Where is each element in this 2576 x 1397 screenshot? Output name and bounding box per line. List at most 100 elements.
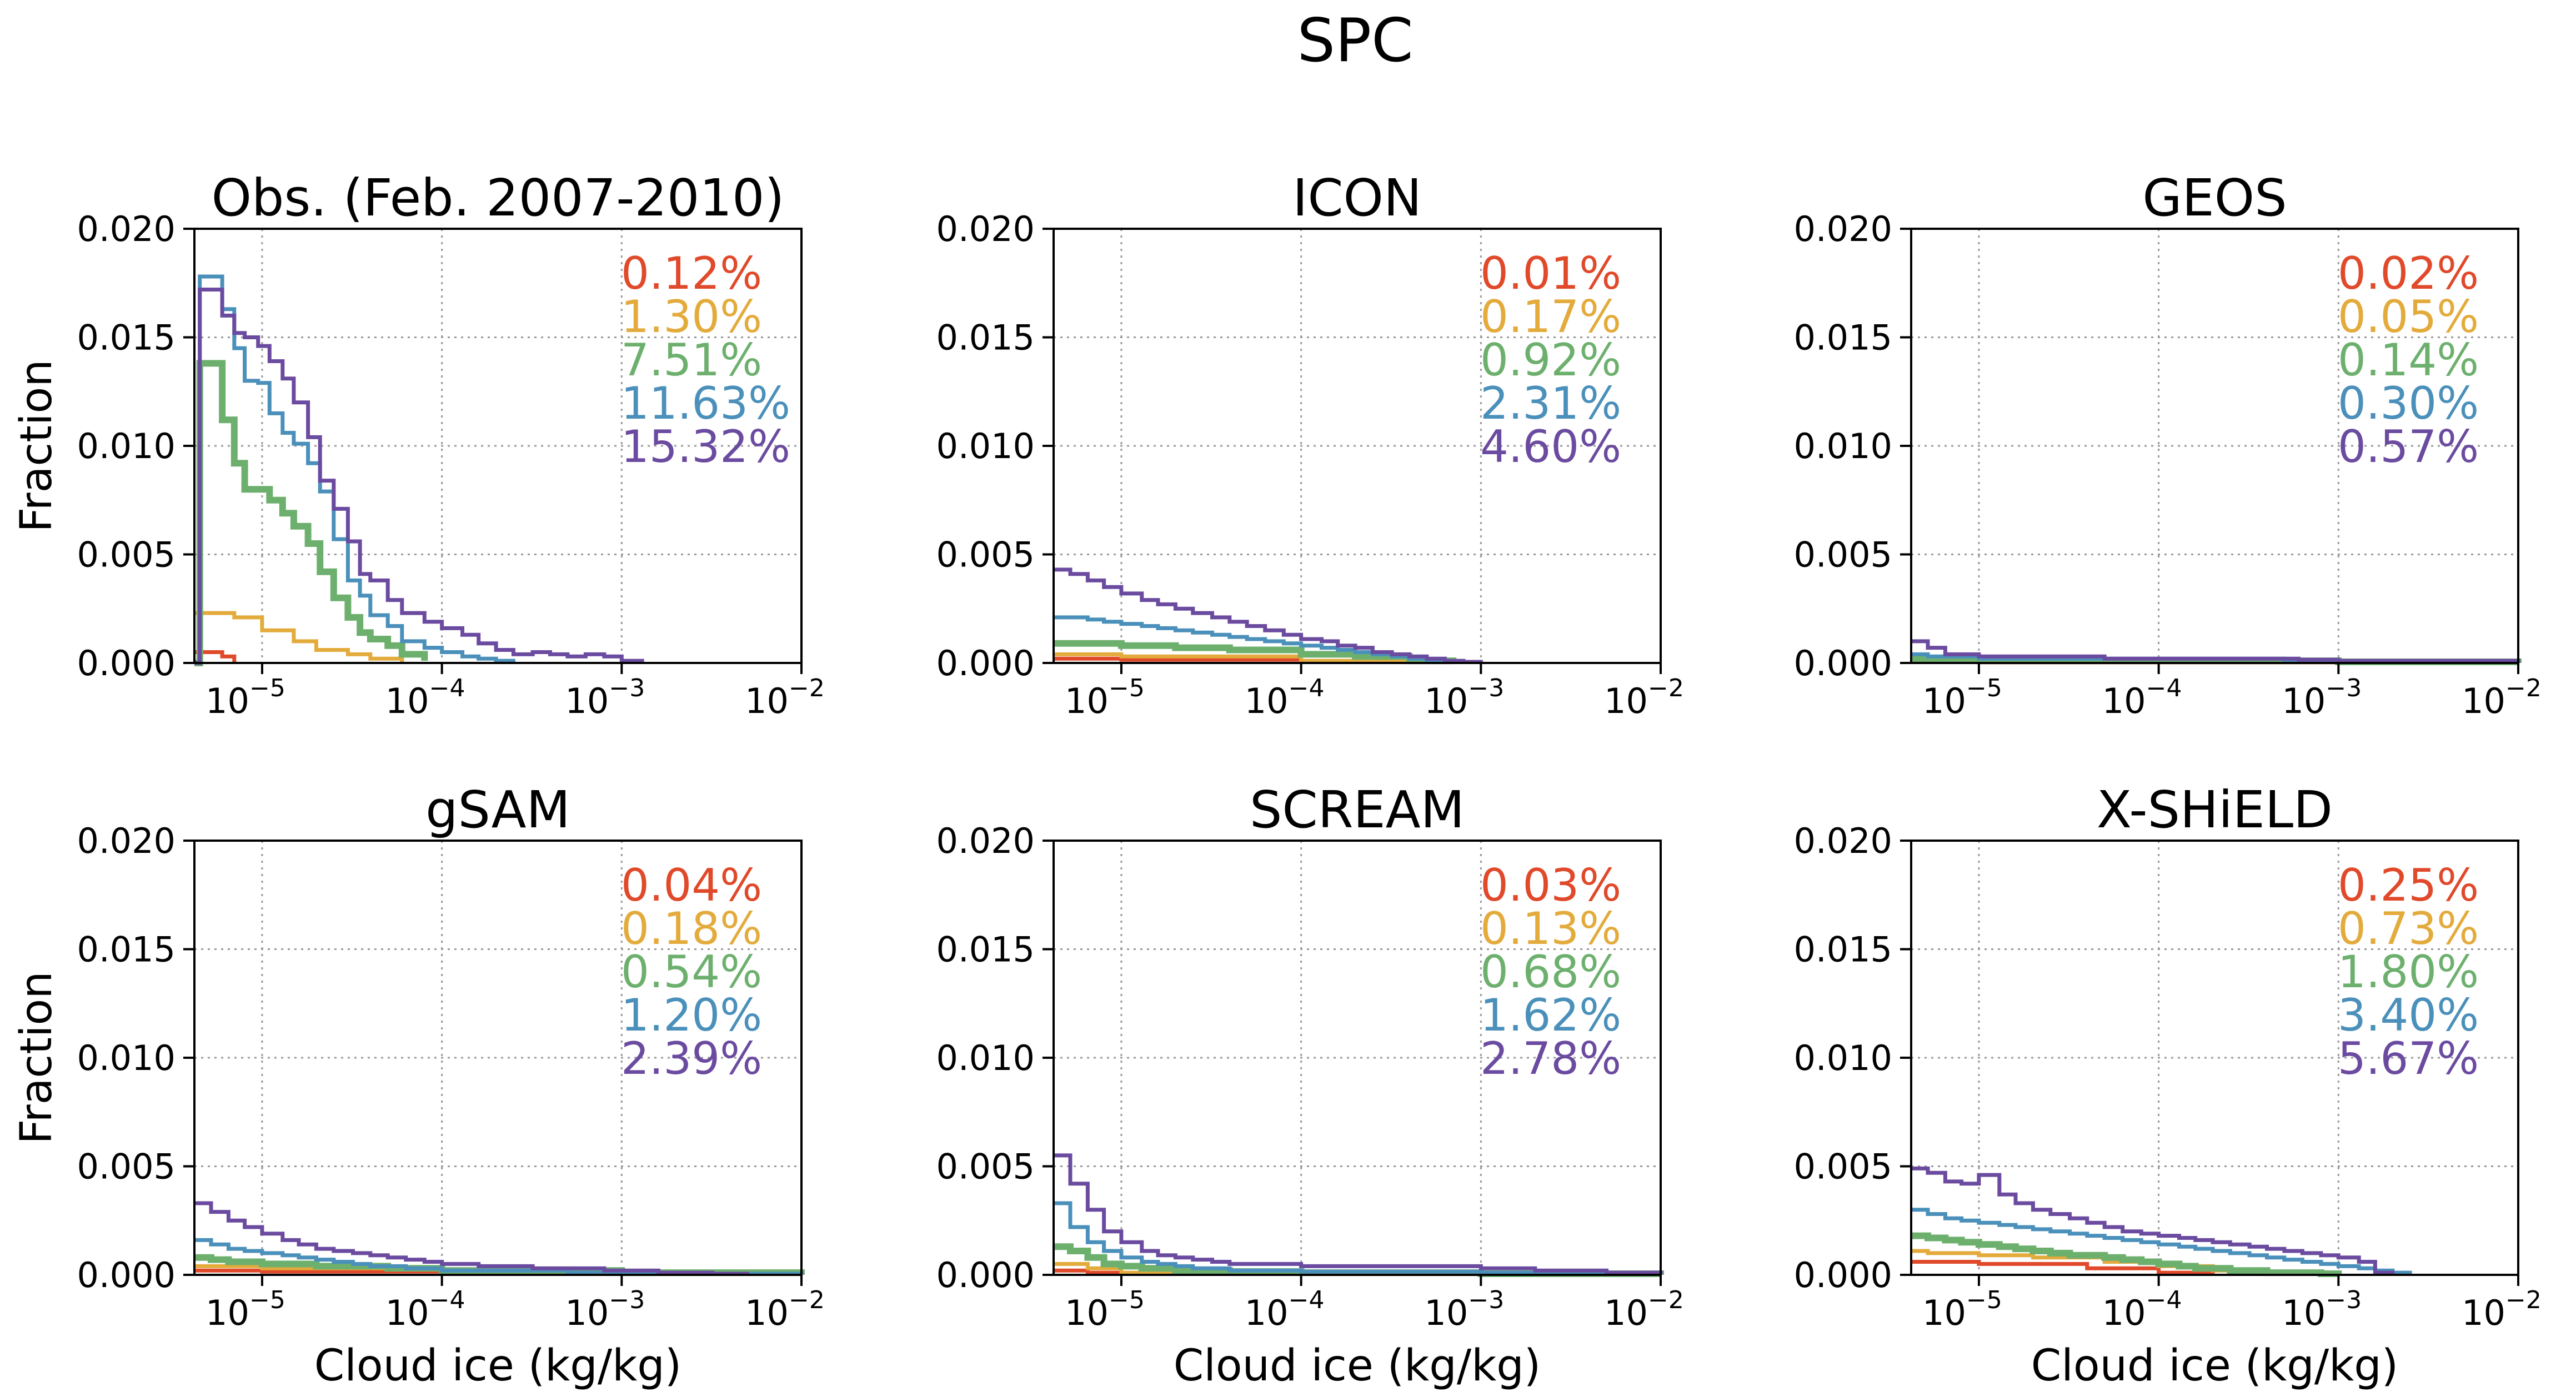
series-line-red	[194, 650, 237, 663]
y-tick-label: 0.010	[77, 426, 176, 466]
panel-6: 0.000 0.005 0.010 0.015 0.020 10−5 10−4 10−3 10−…	[1794, 780, 2542, 1391]
x-tick-label: 10−2	[2462, 1286, 2542, 1333]
x-tick-label: 10−5	[206, 1286, 285, 1333]
percent-annotation-green: 0.54%	[621, 946, 762, 998]
x-tick-label: 10−3	[2282, 674, 2362, 721]
percent-annotation-blue: 1.20%	[621, 989, 762, 1041]
percent-annotation-purple: 2.39%	[621, 1033, 762, 1084]
series-line-purple	[194, 1201, 750, 1276]
y-tick-label: 0.000	[936, 643, 1035, 684]
y-tick-label: 0.010	[1794, 1038, 1893, 1078]
percent-annotation-purple: 0.57%	[2338, 421, 2479, 473]
x-tick-label: 10−2	[745, 674, 825, 721]
panel-4: 0.000 0.005 0.010 0.015 0.020 10−5 10−4 10−3 10−…	[12, 780, 825, 1391]
x-tick-label: 10−4	[2102, 1286, 2182, 1333]
y-tick-label: 0.015	[77, 929, 176, 970]
figure-suptitle: SPC	[1297, 6, 1413, 76]
y-tick-label: 0.000	[77, 1255, 176, 1295]
percent-annotation-blue: 11.63%	[621, 378, 790, 429]
y-tick-label: 0.005	[936, 535, 1035, 575]
panel-5: 0.000 0.005 0.010 0.015 0.020 10−5 10−4 10−3 10−…	[936, 780, 1684, 1391]
x-axis-label: Cloud ice (kg/kg)	[314, 1341, 681, 1391]
y-tick-label: 0.000	[77, 643, 176, 684]
percent-annotation-orange: 0.17%	[1480, 291, 1621, 343]
y-tick-label: 0.015	[1794, 318, 1893, 358]
series-line-red	[1911, 1260, 2215, 1275]
series-line-green	[1911, 1232, 2342, 1277]
y-tick-label: 0.000	[1794, 643, 1893, 684]
percent-annotation-orange: 0.73%	[2338, 903, 2479, 954]
percent-annotation-orange: 0.05%	[2338, 291, 2479, 343]
percent-annotation-orange: 1.30%	[621, 291, 762, 343]
percent-annotation-red: 0.04%	[621, 860, 762, 911]
x-tick-label: 10−5	[1065, 1286, 1145, 1333]
y-tick-label: 0.020	[936, 821, 1035, 861]
y-tick-label: 0.010	[936, 1038, 1035, 1078]
panel-title: X-SHiELD	[2097, 780, 2333, 840]
y-tick-label: 0.020	[1794, 821, 1893, 861]
x-axis-label: Cloud ice (kg/kg)	[1174, 1341, 1541, 1391]
y-tick-label: 0.000	[1794, 1255, 1893, 1295]
x-tick-label: 10−2	[1604, 1286, 1684, 1333]
series-line-blue	[194, 274, 515, 665]
y-tick-label: 0.015	[936, 318, 1035, 358]
percent-annotation-blue: 0.30%	[2338, 378, 2479, 429]
percent-annotation-orange: 0.13%	[1480, 903, 1621, 954]
series-line-purple	[1054, 1153, 1663, 1275]
series-line-green	[194, 360, 428, 666]
percent-annotation-green: 7.51%	[621, 334, 762, 386]
panel-title: gSAM	[425, 780, 570, 840]
x-tick-label: 10−4	[385, 1286, 465, 1333]
percent-annotation-green: 1.80%	[2338, 946, 2479, 998]
panel-title: ICON	[1292, 168, 1422, 228]
y-tick-label: 0.015	[1794, 929, 1893, 970]
panel-1: 0.000 0.005 0.010 0.015 0.020 10−5 10−4 10−3 10−…	[12, 168, 825, 721]
percent-annotation-green: 0.92%	[1480, 334, 1621, 386]
series-line-orange	[194, 611, 404, 663]
y-tick-label: 0.020	[77, 209, 176, 249]
x-tick-label: 10−2	[745, 1286, 825, 1333]
y-tick-label: 0.015	[936, 929, 1035, 970]
percent-annotation-blue: 1.62%	[1480, 989, 1621, 1041]
percent-annotation-red: 0.03%	[1480, 860, 1621, 911]
panel-title: GEOS	[2142, 168, 2287, 228]
series-line-blue	[1054, 1201, 1663, 1275]
percent-annotation-red: 0.12%	[621, 248, 762, 299]
panel-2: 0.000 0.005 0.010 0.015 0.020 10−5 10−4 10−3 10−…	[936, 168, 1684, 721]
y-tick-label: 0.000	[936, 1255, 1035, 1295]
x-tick-label: 10−4	[385, 674, 465, 721]
y-tick-label: 0.005	[1794, 535, 1893, 575]
series-line-purple	[1911, 639, 2520, 663]
x-tick-label: 10−2	[1604, 674, 1684, 721]
percent-annotation-orange: 0.18%	[621, 903, 762, 954]
series-line-purple	[194, 288, 644, 665]
percent-annotation-blue: 2.31%	[1480, 378, 1621, 429]
x-tick-label: 10−4	[2102, 674, 2182, 721]
percent-annotation-purple: 2.78%	[1480, 1033, 1621, 1084]
series-line-purple	[1911, 1166, 2395, 1275]
x-tick-label: 10−3	[565, 674, 645, 721]
x-tick-label: 10−5	[1065, 674, 1145, 721]
panels: 0.000 0.005 0.010 0.015 0.020 10−5 10−4 10−3 10−…	[12, 168, 2542, 1391]
panel-title: SCREAM	[1250, 780, 1465, 840]
y-tick-label: 0.010	[77, 1038, 176, 1078]
percent-annotation-red: 0.02%	[2338, 248, 2479, 299]
panel-title: Obs. (Feb. 2007-2010)	[212, 168, 785, 228]
y-tick-label: 0.005	[1794, 1147, 1893, 1187]
y-axis-label: Fraction	[12, 359, 62, 532]
y-tick-label: 0.005	[936, 1147, 1035, 1187]
y-tick-label: 0.015	[77, 318, 176, 358]
x-tick-label: 10−5	[206, 674, 285, 721]
x-tick-label: 10−3	[1424, 674, 1504, 721]
x-tick-label: 10−2	[2462, 674, 2542, 721]
y-tick-label: 0.020	[1794, 209, 1893, 249]
series-line-blue	[1054, 615, 1466, 664]
x-axis-label: Cloud ice (kg/kg)	[2031, 1341, 2398, 1391]
percent-annotation-blue: 3.40%	[2338, 989, 2479, 1041]
y-tick-label: 0.020	[936, 209, 1035, 249]
x-tick-label: 10−5	[1922, 1286, 2002, 1333]
percent-annotation-red: 0.25%	[2338, 860, 2479, 911]
y-tick-label: 0.005	[77, 535, 176, 575]
y-tick-label: 0.010	[936, 426, 1035, 466]
